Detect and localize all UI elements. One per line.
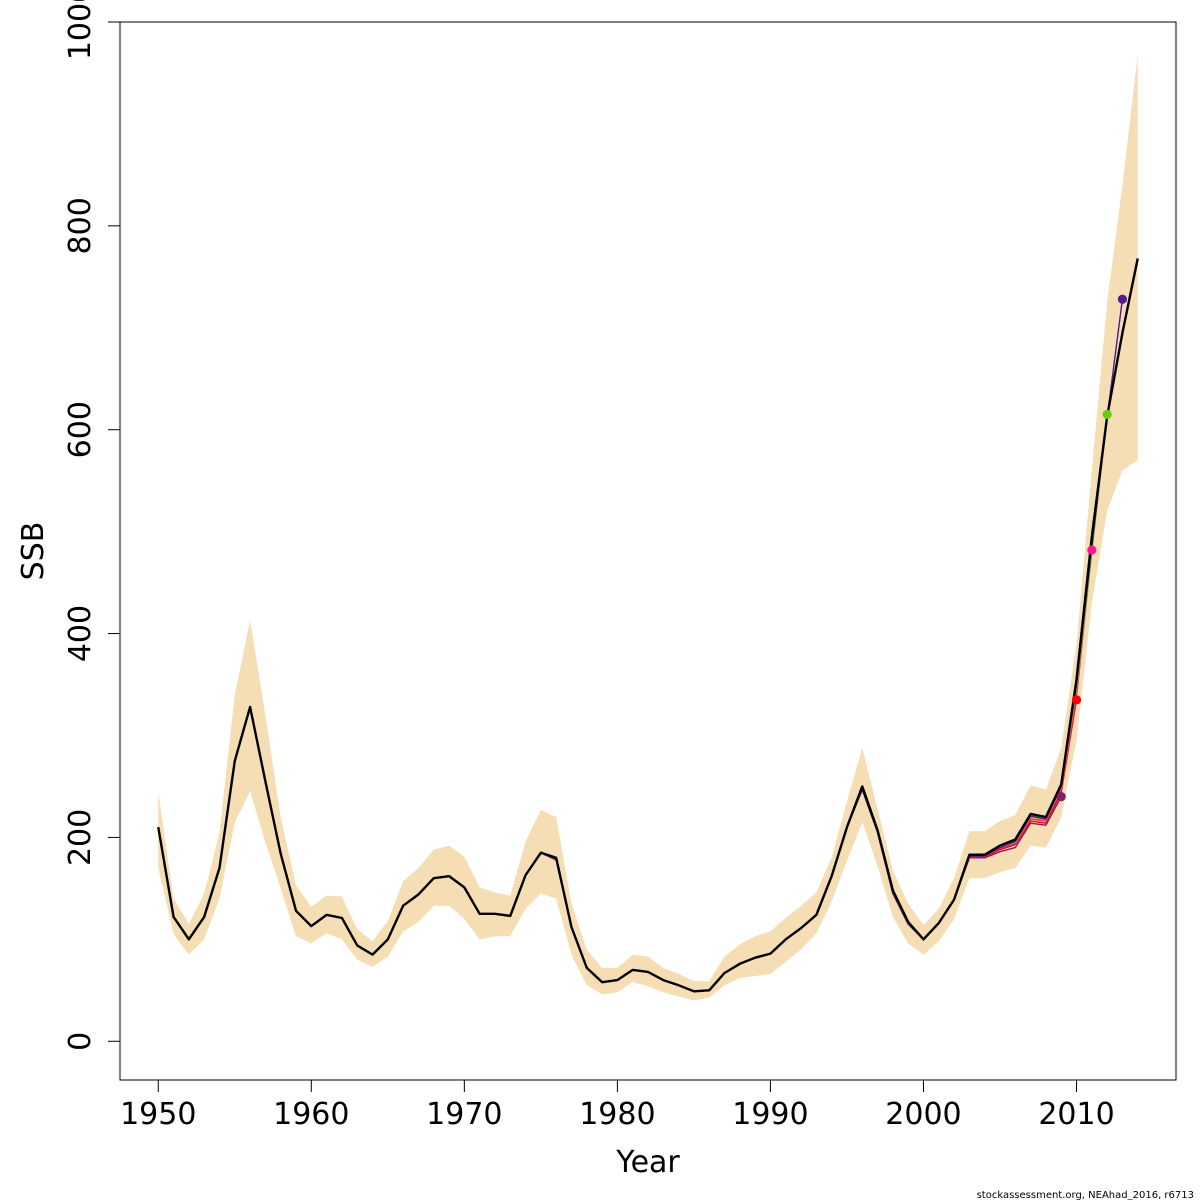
y-tick-label-400: 400: [63, 605, 98, 662]
terminal-point-2011: [1087, 545, 1097, 555]
series-line-2014: [157, 258, 1139, 993]
series-layer: [157, 258, 1139, 993]
x-tick-label-2010: 2010: [1038, 1097, 1114, 1132]
x-tick-label-1960: 1960: [273, 1097, 349, 1132]
terminal-point-2010: [1071, 695, 1082, 705]
x-tick-label-1950: 1950: [120, 1097, 196, 1132]
y-tick-label-0: 0: [63, 1032, 98, 1051]
x-axis: 1950 1960 1970 1980 1990 2000 2010: [120, 1079, 1115, 1132]
y-tick-label-1000: 1000: [63, 0, 98, 60]
y-axis-title: SSB: [16, 522, 51, 581]
x-tick-label-2000: 2000: [885, 1097, 961, 1132]
y-tick-label-600: 600: [63, 401, 98, 458]
terminal-point-2012: [1102, 409, 1112, 420]
terminal-point-2013: [1117, 294, 1128, 304]
x-axis-title: Year: [615, 1145, 680, 1180]
y-tick-label-200: 200: [63, 809, 98, 866]
y-tick-label-800: 800: [63, 197, 98, 254]
x-tick-label-1970: 1970: [426, 1097, 502, 1132]
x-tick-label-1980: 1980: [579, 1097, 655, 1132]
y-axis: 0 200 400 600 800 1000: [63, 0, 121, 1051]
x-tick-label-1990: 1990: [732, 1097, 808, 1132]
terminal-point-2009: [1056, 792, 1066, 802]
credit-text: stockassessment.org, NEAhad_2016, r6713: [977, 1190, 1194, 1200]
terminal-points-layer: [1056, 294, 1128, 802]
